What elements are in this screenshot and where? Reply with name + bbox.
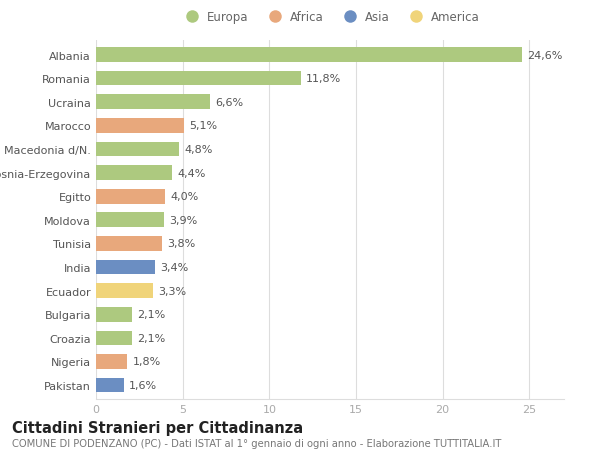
Text: 24,6%: 24,6% bbox=[527, 50, 563, 61]
Legend: Europa, Africa, Asia, America: Europa, Africa, Asia, America bbox=[175, 6, 485, 28]
Text: 3,3%: 3,3% bbox=[158, 286, 187, 296]
Bar bbox=[96, 260, 155, 275]
Text: 3,4%: 3,4% bbox=[160, 263, 188, 273]
Bar bbox=[96, 213, 164, 228]
Text: 1,8%: 1,8% bbox=[133, 357, 161, 367]
Text: 2,1%: 2,1% bbox=[137, 333, 166, 343]
Text: 11,8%: 11,8% bbox=[306, 74, 341, 84]
Bar bbox=[96, 331, 133, 345]
Bar bbox=[96, 190, 166, 204]
Bar bbox=[96, 166, 172, 180]
Bar bbox=[96, 95, 211, 110]
Text: Cittadini Stranieri per Cittadinanza: Cittadini Stranieri per Cittadinanza bbox=[12, 420, 303, 435]
Bar bbox=[96, 48, 523, 63]
Text: 4,8%: 4,8% bbox=[184, 145, 213, 155]
Bar bbox=[96, 72, 301, 86]
Text: 5,1%: 5,1% bbox=[190, 121, 218, 131]
Text: 3,8%: 3,8% bbox=[167, 239, 196, 249]
Bar bbox=[96, 119, 184, 134]
Text: 1,6%: 1,6% bbox=[129, 380, 157, 390]
Bar bbox=[96, 378, 124, 392]
Text: 6,6%: 6,6% bbox=[215, 98, 244, 107]
Text: 2,1%: 2,1% bbox=[137, 309, 166, 319]
Text: 3,9%: 3,9% bbox=[169, 215, 197, 225]
Text: 4,4%: 4,4% bbox=[178, 168, 206, 178]
Bar bbox=[96, 307, 133, 322]
Text: 4,0%: 4,0% bbox=[170, 192, 199, 202]
Bar bbox=[96, 354, 127, 369]
Bar bbox=[96, 236, 162, 251]
Text: COMUNE DI PODENZANO (PC) - Dati ISTAT al 1° gennaio di ogni anno - Elaborazione : COMUNE DI PODENZANO (PC) - Dati ISTAT al… bbox=[12, 438, 502, 448]
Bar bbox=[96, 142, 179, 157]
Bar bbox=[96, 284, 153, 298]
